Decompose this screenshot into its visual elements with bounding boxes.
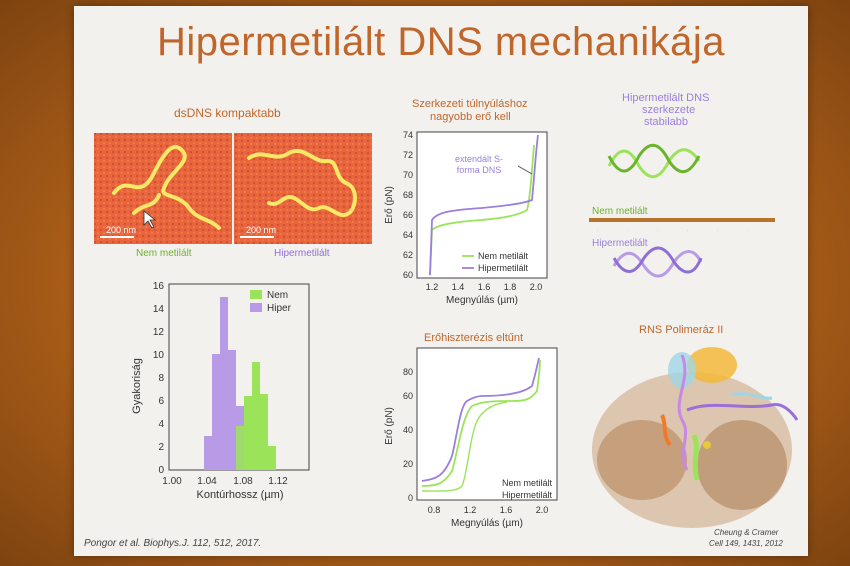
hist-ylabel: Gyakoriság (131, 358, 143, 414)
force-heading-1: Szerkezeti túlnyúláshoz (412, 98, 528, 110)
svg-text:·: · (627, 228, 628, 233)
hist-xlabel: Kontúrhossz (µm) (196, 489, 283, 501)
force-ytick-66: 66 (403, 210, 413, 220)
hysteresis-chart: 0 20 40 60 80 0.8 1.2 1.6 2.0 Megnyúlás … (384, 347, 558, 529)
hyst-ytick-80: 80 (403, 367, 413, 377)
hyst-xlabel: Megnyúlás (µm) (451, 518, 523, 529)
hist-legend-hiper-swatch (250, 303, 262, 312)
afm-left-scale: 200 nm (106, 225, 137, 235)
force-ytick-72: 72 (403, 150, 413, 160)
hist-ytick-0: 0 (158, 465, 164, 476)
hist-xtick-100: 1.00 (162, 476, 182, 487)
force-ytick-62: 62 (403, 250, 413, 260)
force-xtick-16: 1.6 (478, 282, 491, 292)
svg-text:·: · (747, 228, 748, 233)
hyst-xtick-12: 1.2 (464, 505, 477, 515)
structure-axis: · · · · · · (589, 218, 775, 233)
hyst-ytick-40: 40 (403, 425, 413, 435)
hist-ytick-6: 6 (158, 396, 164, 407)
hyst-ytick-0: 0 (408, 493, 413, 503)
force-xtick-18: 1.8 (504, 282, 517, 292)
structure-nem-label: Nem metilált (592, 206, 648, 217)
force-annotation-2: forma DNS (457, 165, 502, 175)
hyst-ylabel: Erő (pN) (384, 407, 395, 445)
afm-heading: dsDNS kompaktabb (174, 106, 281, 120)
histogram-nem-bars (236, 362, 276, 470)
afm-left-label: Nem metilált (136, 248, 192, 259)
force-heading-2: nagyobb erő kell (430, 111, 511, 123)
slide-title: Hipermetilált DNS mechanikája (156, 20, 726, 64)
hist-ytick-14: 14 (153, 304, 165, 315)
force-ytick-70: 70 (403, 170, 413, 180)
force-xtick-14: 1.4 (452, 282, 465, 292)
force-ytick-68: 68 (403, 190, 413, 200)
structure-hiper-label: Hipermetilált (592, 238, 648, 249)
hysteresis-heading: Erőhiszterézis eltűnt (424, 332, 524, 344)
svg-text:·: · (597, 228, 598, 233)
polymerase-heading: RNS Polimeráz II (639, 324, 724, 336)
hist-ytick-10: 10 (153, 350, 165, 361)
hyst-ytick-20: 20 (403, 459, 413, 469)
svg-text:·: · (657, 228, 658, 233)
afm-right-scale: 200 nm (246, 225, 277, 235)
credit-line-2: Cell 149, 1431, 2012 (709, 539, 783, 548)
hyst-legend-nem: Nem metilált (502, 478, 553, 488)
afm-image-hipermetilalt: 200 nm (234, 133, 372, 244)
force-curve-chart: 60 62 64 66 68 70 72 74 1.2 1.4 1.6 1.8 … (384, 130, 548, 306)
force-xtick-20: 2.0 (530, 282, 543, 292)
citation: Pongor et al. Biophys.J. 112, 512, 2017. (84, 538, 262, 549)
afm-image-nem-metilalt: 200 nm (94, 133, 232, 244)
hyst-ytick-60: 60 (403, 391, 413, 401)
force-ylabel: Erő (pN) (384, 186, 395, 224)
slide: Hipermetilált DNS mechanikája dsDNS komp… (74, 6, 808, 556)
green-dna-helix (607, 143, 701, 179)
hyst-legend-hiper: Hipermetilált (502, 490, 553, 500)
svg-text:·: · (717, 228, 718, 233)
hyst-xtick-20: 2.0 (536, 505, 549, 515)
force-legend-hiper: Hipermetilált (478, 263, 529, 273)
force-xlabel: Megnyúlás (µm) (446, 295, 518, 306)
structure-heading-3: stabilabb (644, 116, 689, 128)
structure-heading-2: szerkezete (642, 104, 696, 116)
force-ytick-64: 64 (403, 230, 413, 240)
afm-right-label: Hipermetilált (274, 248, 330, 259)
polymerase-structure-image (592, 347, 799, 528)
purple-dna-helix (612, 246, 703, 278)
hyst-xtick-08: 0.8 (428, 505, 441, 515)
hist-ytick-2: 2 (158, 442, 164, 453)
force-ytick-60: 60 (403, 270, 413, 280)
credit-line-1: Cheung & Cramer (714, 528, 779, 537)
force-ytick-74: 74 (403, 130, 413, 140)
hist-ytick-12: 12 (153, 327, 165, 338)
hist-ytick-8: 8 (158, 373, 164, 384)
hist-ytick-16: 16 (153, 281, 165, 292)
hist-legend-nem: Nem (267, 290, 288, 301)
hist-legend-nem-swatch (250, 290, 262, 299)
force-legend-nem: Nem metilált (478, 251, 529, 261)
hist-xtick-112: 1.12 (268, 476, 288, 487)
hist-ytick-4: 4 (158, 419, 164, 430)
hist-xtick-104: 1.04 (197, 476, 217, 487)
force-annotation-1: extendált S- (455, 154, 503, 164)
svg-text:·: · (687, 228, 688, 233)
force-xtick-12: 1.2 (426, 282, 439, 292)
hyst-xtick-16: 1.6 (500, 505, 513, 515)
structure-heading-1: Hipermetilált DNS (622, 92, 710, 104)
hist-legend-hiper: Hiper (267, 303, 292, 314)
histogram-chart: 0 2 4 6 8 10 12 14 16 1.00 1.04 1.08 1.1… (131, 281, 310, 501)
hist-xtick-108: 1.08 (233, 476, 253, 487)
